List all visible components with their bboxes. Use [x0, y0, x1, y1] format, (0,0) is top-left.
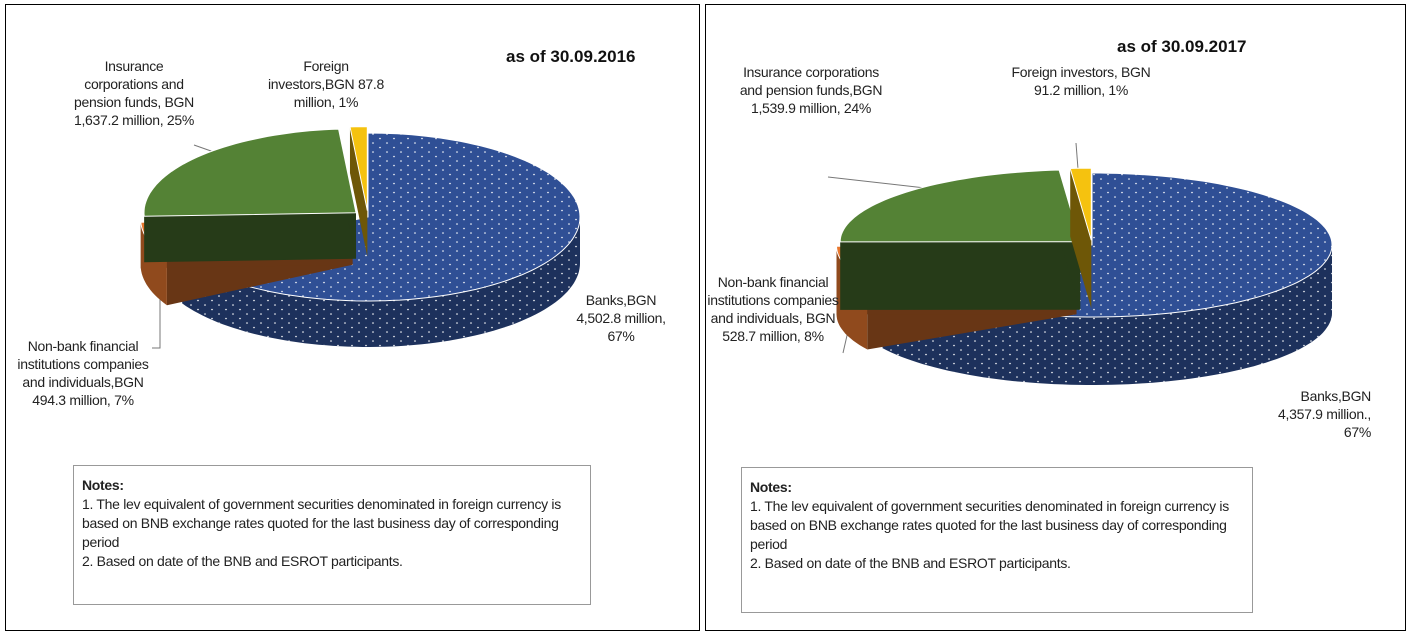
- slice-texture: [882, 245, 1332, 385]
- note: 2. Based on date of the BNB and ESROT pa…: [750, 555, 1071, 571]
- pie-slice: [839, 169, 1081, 310]
- leader-line: [1075, 142, 1079, 170]
- notes-box: Notes: 1. The lev equivalent of governme…: [73, 465, 591, 605]
- chart-title: as of 30.09.2017: [1117, 37, 1247, 56]
- pie-slice: [1069, 167, 1092, 309]
- leader-line: [152, 290, 161, 349]
- slice-texture: [182, 217, 581, 347]
- slice-cut-face: [349, 126, 368, 257]
- chart-title: as of 30.09.2016: [506, 47, 636, 66]
- data-label: Banks,BGN 4,357.9 million., 67%: [1278, 388, 1371, 440]
- slice-top: [349, 126, 368, 211]
- pie-slice: [143, 128, 357, 263]
- data-label: Foreign investors,BGN 87.8 million, 1%: [268, 58, 384, 110]
- notes-title: Notes:: [82, 477, 124, 493]
- slice-cut-face: [1070, 168, 1092, 309]
- data-label: Banks,BGN 4,502.8 million, 67%: [576, 292, 666, 344]
- slice-top: [839, 169, 1081, 243]
- note: 1. The lev equivalent of government secu…: [82, 496, 561, 550]
- leader-line: [827, 176, 935, 190]
- slice-cut-face: [840, 241, 1081, 310]
- data-label: Non-bank financial institutions companie…: [17, 338, 149, 408]
- data-label: Foreign investors, BGN 91.2 million, 1%: [1011, 64, 1151, 98]
- chart-panel: Notes: 1. The lev equivalent of governme…: [5, 4, 700, 631]
- slice-top: [1069, 167, 1092, 241]
- slice-top: [143, 128, 357, 217]
- data-label: Insurance corporations and pension funds…: [73, 58, 195, 128]
- notes-title: Notes:: [750, 479, 792, 495]
- note: 1. The lev equivalent of government secu…: [750, 498, 1229, 552]
- chart: [140, 126, 581, 349]
- slice-cut-face: [144, 212, 357, 263]
- notes-box: Notes: 1. The lev equivalent of governme…: [741, 467, 1253, 613]
- chart: [827, 142, 1333, 385]
- chart-panel: Notes: 1. The lev equivalent of governme…: [705, 4, 1406, 631]
- pie-slice: [349, 126, 368, 257]
- note: 2. Based on date of the BNB and ESROT pa…: [82, 553, 403, 569]
- data-label: Non-bank financial institutions companie…: [707, 274, 839, 344]
- data-label: Insurance corporations and pension funds…: [739, 64, 883, 116]
